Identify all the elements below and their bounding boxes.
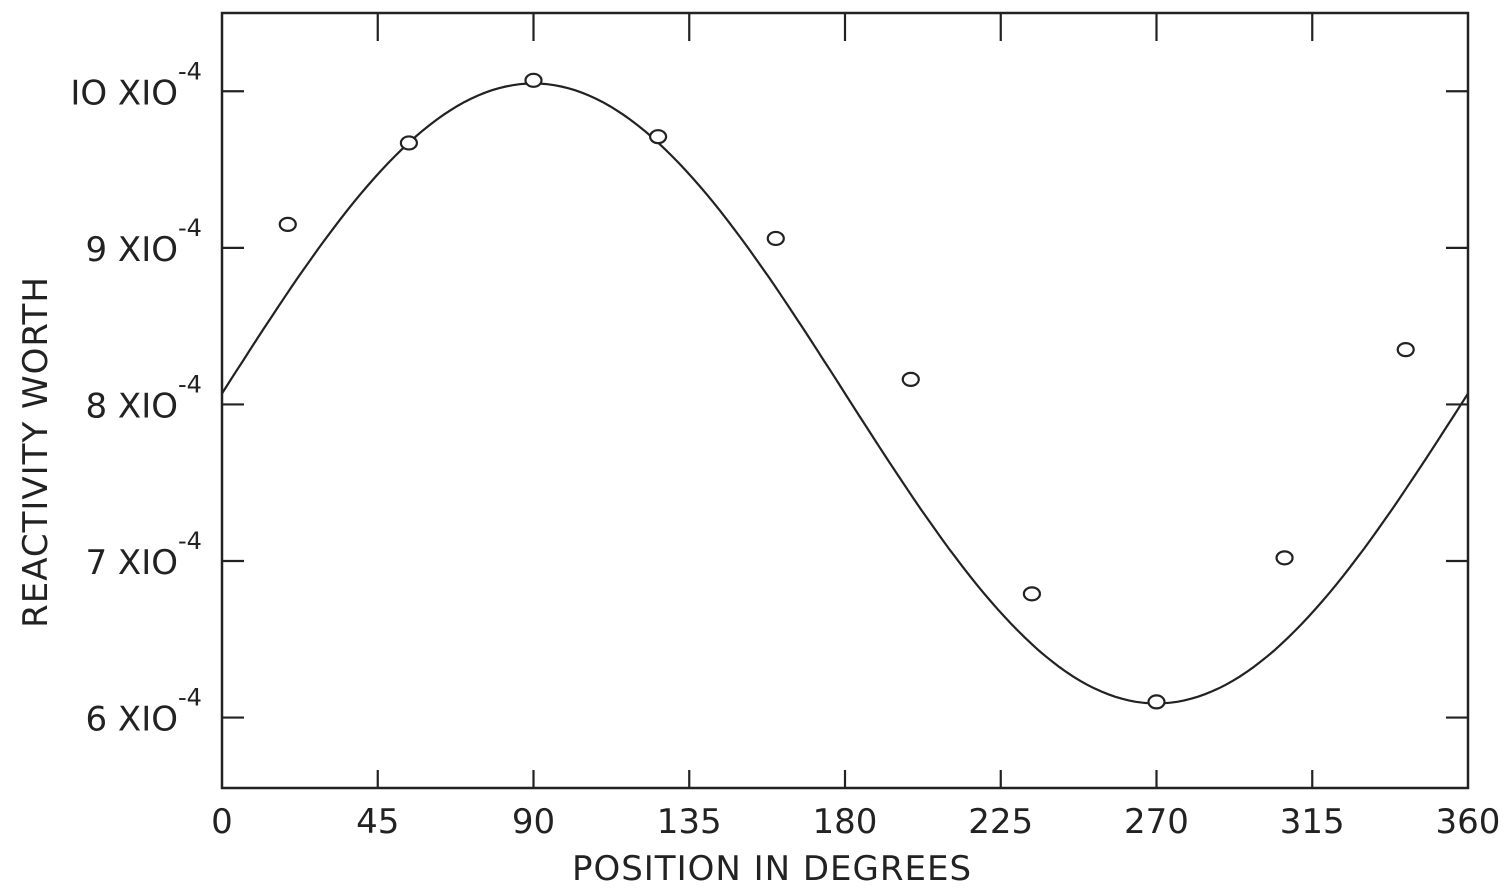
y-tick-exponent: -4 <box>178 214 202 242</box>
x-tick-label: 180 <box>813 802 878 842</box>
data-point <box>1022 586 1042 602</box>
data-point <box>1396 342 1415 358</box>
data-point <box>278 216 297 232</box>
data-point <box>1147 694 1166 710</box>
y-tick-exponent: -4 <box>178 684 202 712</box>
y-axis: 6 XIO-47 XIO-48 XIO-49 XIO-4IO XIO-4 <box>70 57 1468 740</box>
y-tick-exponent: -4 <box>178 370 202 398</box>
data-point <box>1275 550 1294 566</box>
data-point <box>766 230 785 247</box>
y-tick-exponent: -4 <box>178 57 202 85</box>
x-tick-label: 135 <box>657 802 722 842</box>
data-point <box>524 72 543 88</box>
y-axis-title: REACTIVITY WORTH <box>16 276 56 628</box>
data-point <box>901 371 920 387</box>
y-tick-label: 6 XIO <box>85 700 178 740</box>
x-axis: 0 45 90 135 180 225 270 315 360 <box>211 13 1500 842</box>
x-tick-label: 225 <box>968 802 1033 842</box>
y-tick-label: 9 XIO <box>85 230 178 270</box>
x-tick-label: 0 <box>211 802 233 842</box>
y-tick-label: IO XIO <box>70 73 178 113</box>
y-tick-exponent: -4 <box>178 527 202 555</box>
x-tick-label: 45 <box>356 802 399 842</box>
data-point <box>648 129 668 145</box>
x-tick-label: 315 <box>1280 802 1345 842</box>
plot-frame <box>220 11 1470 790</box>
x-tick-label: 270 <box>1124 802 1189 842</box>
x-axis-title: POSITION IN DEGREES <box>572 849 972 889</box>
x-tick-label: 90 <box>512 802 555 842</box>
y-tick-label: 7 XIO <box>85 543 178 583</box>
data-points <box>278 72 1415 710</box>
fit-curve <box>221 82 1469 705</box>
x-tick-label: 360 <box>1436 802 1501 842</box>
data-point <box>399 135 418 151</box>
y-tick-label: 8 XIO <box>85 386 178 426</box>
